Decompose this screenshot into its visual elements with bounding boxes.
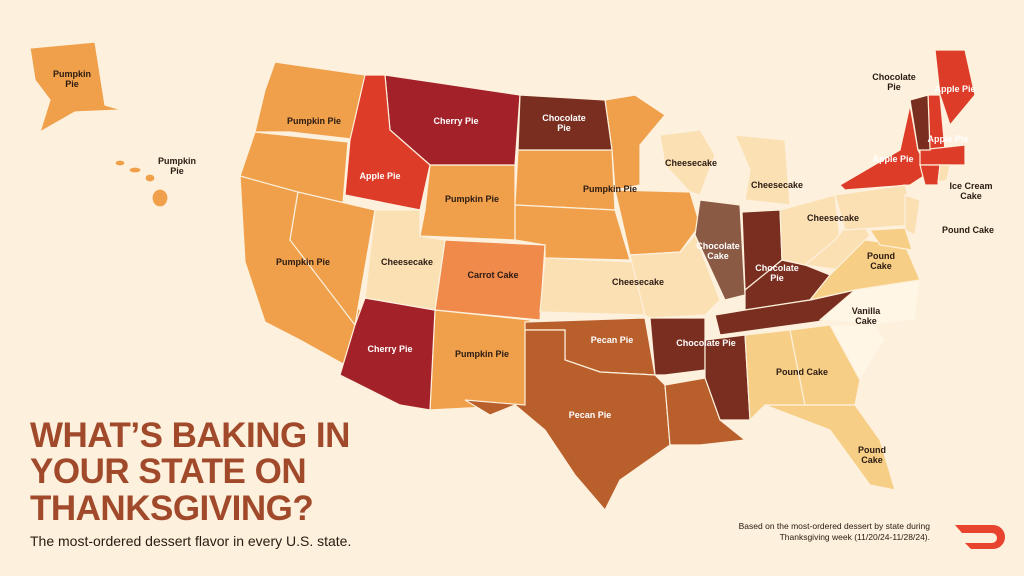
state-label: Apple Pie [359,171,401,182]
state-label: Cheesecake [611,277,665,288]
subtitle: The most-ordered dessert flavor in every… [30,533,352,549]
state-label: Pumpkin Pie [582,184,638,195]
state-label: Pound Cake [775,367,829,378]
state-label: Pound Cake [867,251,895,271]
state-label: Pumpkin Pie [157,156,196,176]
vanilla-states [818,279,921,382]
state-label: Cheesecake [380,257,434,268]
state-label: Pumpkin Pie [52,69,91,89]
state-label: Cheesecake [806,213,860,224]
state-label: Pound Cake [941,225,995,236]
state-label: Pecan Pie [568,410,612,421]
state-label: Chocolate Pie [872,72,916,92]
cherry-states [339,74,521,411]
state-label: Vanilla Cake [851,306,881,326]
footnote: Based on the most-ordered dessert by sta… [738,521,930,543]
pumpkin-states [29,41,701,411]
illinois [694,199,746,301]
state-label: Pumpkin Pie [275,257,331,268]
pecan-states [464,317,747,512]
chocolate-states [517,94,931,421]
state-label: Pumpkin Pie [286,116,342,127]
cheesecake-states [364,129,951,319]
state-label: Pecan Pie [590,335,634,346]
state-label: Cherry Pie [433,116,479,127]
state-label: Chocolate Pie [755,263,799,283]
title: WHAT’S BAKING IN YOUR STATE ON THANKSGIV… [30,416,350,528]
apple-states [344,49,976,211]
hawaii [114,159,169,208]
pound-cake-states [744,227,921,491]
logo [955,525,1005,549]
state-label: Cheesecake [664,158,718,169]
state-label: Pound Cake [858,445,886,465]
state-label: Cherry Pie [367,344,413,355]
state-label: Chocolate Pie [676,338,736,349]
state-label: Chocolate Cake [696,241,740,261]
state-label: Apple Pie [927,134,969,145]
state-label: Apple Pie [934,84,976,95]
state-label: Cheesecake [750,180,804,191]
state-label: Ice Cream Cake [949,181,993,201]
state-label: Chocolate Pie [542,113,586,133]
state-label: Pumpkin Pie [444,194,500,205]
state-label: Apple Pie [872,154,914,165]
state-label: Carrot Cake [467,270,519,281]
state-label: Pumpkin Pie [454,349,510,360]
